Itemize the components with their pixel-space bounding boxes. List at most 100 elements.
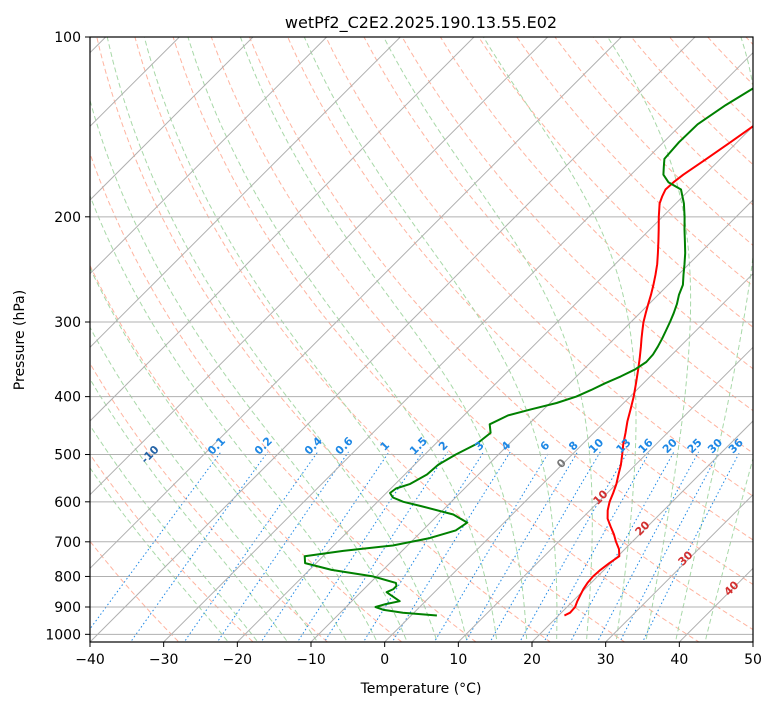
y-tick-label: 300 (54, 315, 81, 331)
mixing-ratio-label: 25 (685, 436, 705, 456)
isotherm-gridline (90, 37, 328, 275)
moist-adiabat (90, 378, 289, 642)
mixing-ratio-line (129, 451, 269, 642)
dry-adiabat (90, 453, 254, 642)
mixing-ratio-line (464, 451, 579, 642)
mixing-ratio-line (642, 451, 741, 642)
moist-adiabat (383, 37, 593, 642)
mixing-ratio-label: 4 (499, 438, 514, 453)
isotherm-gridline (236, 125, 753, 642)
mixing-ratio-label: 6 (538, 438, 553, 453)
dry-adiabat (707, 37, 753, 86)
mixing-ratio-line (362, 451, 485, 642)
moist-adiabat-label: 10 (591, 487, 611, 507)
moist-adiabat (90, 266, 348, 642)
y-tick-label: 400 (54, 390, 81, 406)
mixing-ratio-label: 20 (660, 436, 680, 456)
isotherm-gridline (163, 51, 753, 642)
grid (90, 37, 753, 642)
moist-adiabat (106, 37, 438, 642)
moist-adiabat (482, 37, 637, 642)
x-tick-label: 40 (670, 652, 688, 668)
dry-adiabat (401, 37, 753, 412)
isotherm-gridline (90, 37, 696, 642)
dry-adiabat (363, 37, 753, 454)
mixing-ratio-label: 8 (566, 439, 581, 454)
x-tick-label: −10 (296, 652, 326, 668)
mixing-ratio-label: 3 (472, 439, 487, 454)
axes: −40 −30 −20 −10 0 10 20 30 40 5010020030040050060… (45, 30, 762, 668)
dry-adiabat (592, 37, 753, 206)
mixing-ratio-label: 30 (705, 436, 725, 456)
moist-adiabat-label: 40 (722, 578, 742, 598)
mixing-ratio-line (323, 451, 449, 642)
dry-adiabat (439, 37, 753, 370)
dry-adiabat-label: -20 (54, 407, 77, 430)
moist-adiabat (90, 424, 259, 642)
isotherm-gridline (90, 37, 401, 349)
dry-adiabat (248, 37, 753, 585)
isotherm-gridline (310, 199, 753, 642)
y-tick-label: 700 (54, 535, 81, 551)
isotherm-gridline (384, 272, 753, 642)
mixing-ratio-label: 36 (726, 436, 746, 456)
isotherm-gridline (90, 37, 549, 496)
background-lines (90, 37, 753, 642)
isotherm-gridline (90, 37, 475, 422)
moist-adiabat-label: 0 (554, 456, 569, 471)
isotherm-gridline (531, 420, 753, 642)
y-tick-label: 100 (54, 30, 81, 46)
y-tick-label: 500 (54, 448, 81, 464)
moist-adiabat (607, 37, 692, 642)
dewpoint-profile (303, 87, 753, 617)
dry-adiabat (325, 37, 753, 497)
dry-adiabat (745, 37, 753, 46)
dry-adiabat (287, 37, 753, 541)
moist-adiabat (704, 456, 753, 642)
dry-adiabat (96, 37, 552, 642)
y-axis-title: Pressure (hPa) (12, 290, 28, 390)
dry-adiabat (210, 37, 753, 631)
x-tick-label: −40 (75, 652, 105, 668)
moist-adiabat-label: 20 (633, 518, 653, 538)
dry-adiabat (172, 37, 700, 642)
isotherm-gridline (90, 37, 622, 570)
dry-adiabat (90, 362, 329, 642)
dry-adiabat (630, 37, 753, 166)
mixing-ratio-label: 16 (636, 436, 656, 456)
mixing-ratio-line (183, 451, 319, 642)
isotherm-gridline (457, 346, 753, 642)
x-tick-label: 50 (744, 652, 762, 668)
y-tick-label: 600 (54, 495, 81, 511)
x-tick-label: 10 (449, 652, 467, 668)
profiles (303, 87, 753, 617)
x-tick-label: 30 (597, 652, 615, 668)
y-tick-label: 200 (54, 210, 81, 226)
mixing-ratio-line (216, 451, 349, 642)
x-tick-label: −20 (223, 652, 253, 668)
moist-adiabat (143, 37, 468, 642)
mixing-ratio-line (391, 451, 511, 642)
temperature-profile (563, 125, 753, 617)
dry-adiabat-label: -10 (138, 443, 161, 466)
mixing-ratio-line (433, 451, 550, 642)
dry-adiabat (90, 152, 477, 642)
dry-adiabat (478, 37, 753, 328)
isotherm-gridline (90, 37, 254, 201)
isotherm-gridline (752, 641, 753, 642)
y-tick-label: 900 (54, 600, 81, 616)
mixing-ratio-line (260, 451, 390, 642)
y-tick-label: 1000 (45, 627, 81, 643)
x-tick-label: 0 (380, 652, 389, 668)
moist-adiabat (674, 37, 753, 642)
dry-adiabat (554, 37, 753, 247)
moist-adiabat (90, 194, 378, 642)
moist-adiabat (90, 467, 229, 642)
mixing-ratio-label: 13 (614, 436, 634, 456)
mixing-ratio-line (543, 451, 651, 642)
mixing-ratio-line (619, 451, 720, 642)
mixing-ratio-line (596, 451, 700, 642)
x-tick-label: −30 (149, 652, 179, 668)
mixing-ratio-line (90, 451, 222, 630)
